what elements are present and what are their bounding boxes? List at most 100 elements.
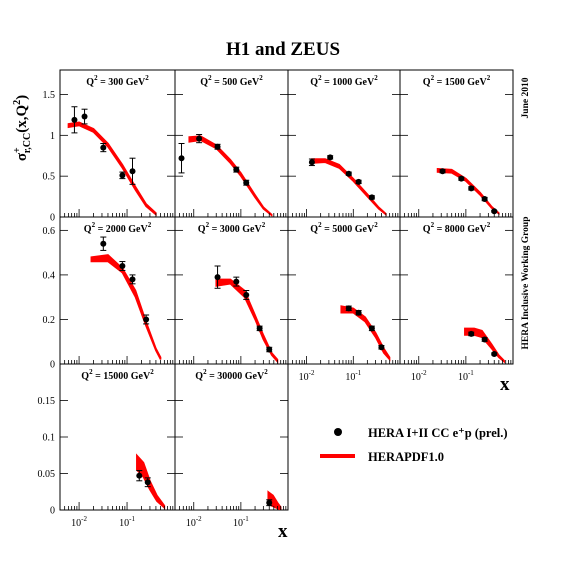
data-point xyxy=(458,175,465,182)
data-point xyxy=(233,166,240,173)
panel-label-unit-sup: 2 xyxy=(264,368,268,376)
data-point xyxy=(439,168,446,175)
data-point xyxy=(214,265,221,289)
y-label-close: ) xyxy=(14,95,30,100)
point-marker xyxy=(136,472,143,479)
legend: HERA I+II CC e⁺p (prel.) HERAPDF1.0 xyxy=(320,426,508,464)
panel-label-value: = 1000 GeV xyxy=(322,77,375,88)
point-marker xyxy=(345,170,352,177)
data-point xyxy=(119,261,126,271)
panel-label-unit-sup: 2 xyxy=(145,74,149,82)
panel-q2-15000: Q2 = 15000 GeV2 xyxy=(59,363,176,511)
panel-label-unit-sup: 2 xyxy=(259,74,263,82)
x-tick-exp: -2 xyxy=(81,515,87,523)
data-point xyxy=(491,350,498,357)
x-axis-label-bottom: x xyxy=(278,521,288,542)
panel-label-value: = 500 GeV xyxy=(212,77,260,88)
data-point xyxy=(119,171,126,180)
band-q2-1500 xyxy=(436,168,500,216)
panel-label-unit-sup: 2 xyxy=(148,221,152,229)
panel-label-sup: 2 xyxy=(431,74,435,82)
x-tick-base: 10 xyxy=(71,518,81,529)
x-tick-exp: -1 xyxy=(243,515,249,523)
y-tick-label: 0.2 xyxy=(43,315,56,326)
band-q2-5000 xyxy=(340,305,391,362)
panels: Q2 = 300 GeV2 Q2 = 500 GeV2 Q2 = 1000 GeV2… xyxy=(59,69,514,511)
y-tick-label: 0 xyxy=(50,360,55,371)
legend-label-band: HERAPDF1.0 xyxy=(368,450,444,464)
point-marker xyxy=(266,499,273,506)
panel-label-unit-sup: 2 xyxy=(150,368,154,376)
x-tick-exp: -2 xyxy=(309,369,315,377)
panel-label-q2-8000: Q2 = 8000 GeV2 xyxy=(423,221,491,235)
data-point xyxy=(355,309,362,316)
x-tick-label: 10-2 xyxy=(411,369,427,383)
y-tick-label: 1 xyxy=(50,131,55,142)
panel-q2-8000: Q2 = 8000 GeV2 xyxy=(399,216,514,365)
y-axis-label: σ+r,CC(x,Q2) xyxy=(12,95,33,161)
panel-label-value: = 3000 GeV xyxy=(209,224,262,235)
panel-label-prefix: Q xyxy=(423,224,431,235)
panel-label-sup: 2 xyxy=(94,74,98,82)
panel-q2-300: Q2 = 300 GeV2 xyxy=(59,69,176,218)
y-tick-label: 0 xyxy=(50,506,55,517)
point-marker xyxy=(368,194,375,201)
data-point xyxy=(256,325,263,332)
y-label-tail: (x,Q xyxy=(14,105,30,133)
point-marker xyxy=(327,154,334,161)
data-point xyxy=(378,344,385,351)
panel-frame xyxy=(174,216,289,365)
data-point xyxy=(178,143,185,174)
data-point xyxy=(143,314,150,325)
point-marker xyxy=(468,185,475,192)
panel-label-sup: 2 xyxy=(203,368,207,376)
data-point xyxy=(196,134,203,144)
panel-q2-500: Q2 = 500 GeV2 xyxy=(174,69,289,218)
point-marker xyxy=(178,155,185,162)
data-point xyxy=(481,196,488,203)
legend-label-points: HERA I+II CC e⁺p (prel.) xyxy=(368,426,508,440)
panel-frame xyxy=(287,69,401,218)
panel-label-q2-2000: Q2 = 2000 GeV2 xyxy=(84,221,152,235)
point-marker xyxy=(81,113,88,120)
panel-label-prefix: Q xyxy=(423,77,431,88)
panel-label-q2-5000: Q2 = 5000 GeV2 xyxy=(310,221,378,235)
data-point xyxy=(491,208,498,215)
panel-label-value: = 5000 GeV xyxy=(322,224,375,235)
point-marker xyxy=(214,143,221,150)
data-point xyxy=(129,157,136,185)
y-tick-label: 0.6 xyxy=(43,226,56,237)
panel-label-q2-1000: Q2 = 1000 GeV2 xyxy=(310,74,378,88)
panel-q2-1000: Q2 = 1000 GeV2 xyxy=(287,69,401,218)
point-marker xyxy=(143,316,150,323)
y-label-sub: r,CC xyxy=(22,133,33,153)
point-marker xyxy=(468,330,475,337)
panel-label-unit-sup: 2 xyxy=(374,74,378,82)
point-marker xyxy=(439,168,446,175)
panel-q2-5000: Q2 = 5000 GeV2 xyxy=(287,216,401,365)
point-marker xyxy=(266,346,273,353)
y-label-sup: + xyxy=(12,147,23,153)
panel-label-value: = 8000 GeV xyxy=(434,224,487,235)
point-marker xyxy=(481,196,488,203)
point-marker xyxy=(256,325,263,332)
panel-frame xyxy=(399,69,514,218)
point-marker xyxy=(243,179,250,186)
data-point xyxy=(327,154,334,161)
panel-label-value: = 1500 GeV xyxy=(434,77,487,88)
panel-label-sup: 2 xyxy=(431,221,435,229)
point-marker xyxy=(144,479,151,486)
panel-label-value: = 300 GeV xyxy=(98,77,146,88)
y-tick-label: 0.15 xyxy=(38,396,56,407)
point-marker xyxy=(129,168,136,175)
panel-label-prefix: Q xyxy=(200,77,208,88)
data-point xyxy=(243,290,250,300)
y-tick-label: 1.5 xyxy=(43,90,56,101)
panel-label-sup: 2 xyxy=(318,221,322,229)
panel-q2-1500: Q2 = 1500 GeV2 xyxy=(399,69,514,218)
point-marker xyxy=(308,159,315,166)
panel-label-prefix: Q xyxy=(198,224,206,235)
data-point xyxy=(100,143,107,153)
panel-label-prefix: Q xyxy=(81,371,89,382)
